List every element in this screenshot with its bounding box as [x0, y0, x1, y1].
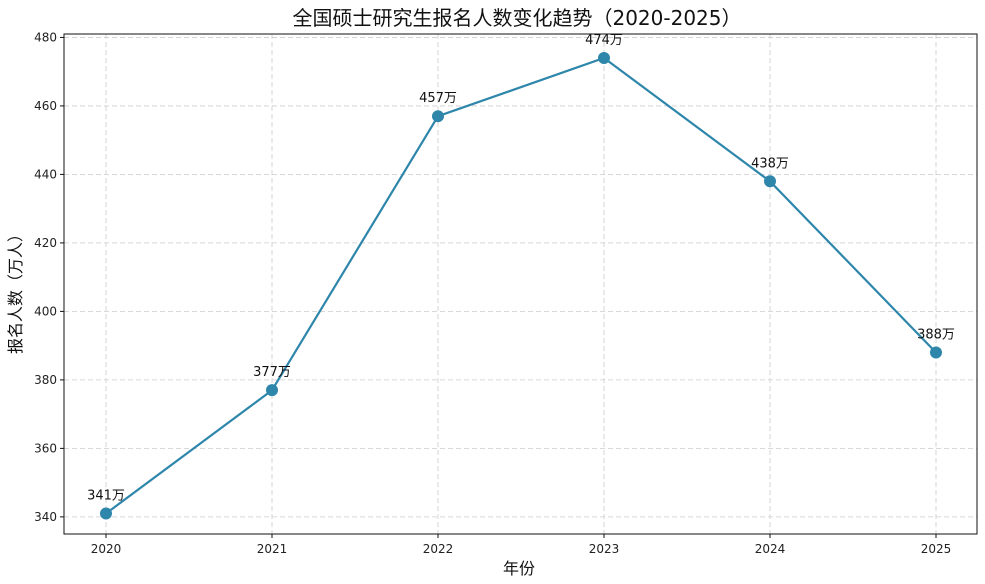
x-axis: 2020 2021 2022 2023 2024 2025 — [91, 534, 952, 556]
data-label: 341万 — [87, 488, 125, 503]
grid — [64, 34, 977, 534]
y-tick-label: 480 — [34, 30, 57, 44]
data-point — [432, 110, 444, 123]
data-label: 388万 — [917, 327, 955, 342]
chart-title: 全国硕士研究生报名人数变化趋势（2020-2025） — [292, 6, 741, 30]
y-tick-label: 400 — [34, 304, 57, 318]
data-markers — [100, 51, 942, 520]
data-label: 377万 — [253, 365, 291, 380]
plot-frame — [63, 33, 978, 535]
x-tick-label: 2024 — [755, 542, 786, 556]
x-tick-label: 2023 — [589, 542, 620, 556]
y-axis-label: 报名人数（万人） — [6, 226, 25, 354]
y-axis: 340 360 380 400 420 440 460 480 — [34, 30, 64, 524]
y-tick-label: 380 — [34, 373, 57, 387]
data-label: 457万 — [419, 91, 457, 106]
data-point — [266, 384, 278, 397]
data-label: 438万 — [751, 156, 789, 171]
data-point — [764, 175, 776, 188]
y-tick-label: 340 — [34, 510, 57, 524]
data-point — [930, 346, 942, 359]
x-axis-label: 年份 — [503, 559, 535, 578]
data-label: 474万 — [585, 33, 623, 48]
y-tick-label: 460 — [34, 99, 57, 113]
x-tick-label: 2021 — [257, 542, 288, 556]
data-point — [598, 51, 610, 64]
x-tick-label: 2025 — [921, 542, 952, 556]
x-tick-label: 2020 — [91, 542, 122, 556]
y-tick-label: 420 — [34, 236, 57, 250]
data-labels: 341万 377万 457万 474万 438万 388万 — [87, 33, 955, 503]
x-tick-label: 2022 — [423, 542, 454, 556]
y-tick-label: 360 — [34, 441, 57, 455]
series-line — [105, 56, 937, 515]
y-tick-label: 440 — [34, 167, 57, 181]
data-point — [100, 507, 112, 520]
